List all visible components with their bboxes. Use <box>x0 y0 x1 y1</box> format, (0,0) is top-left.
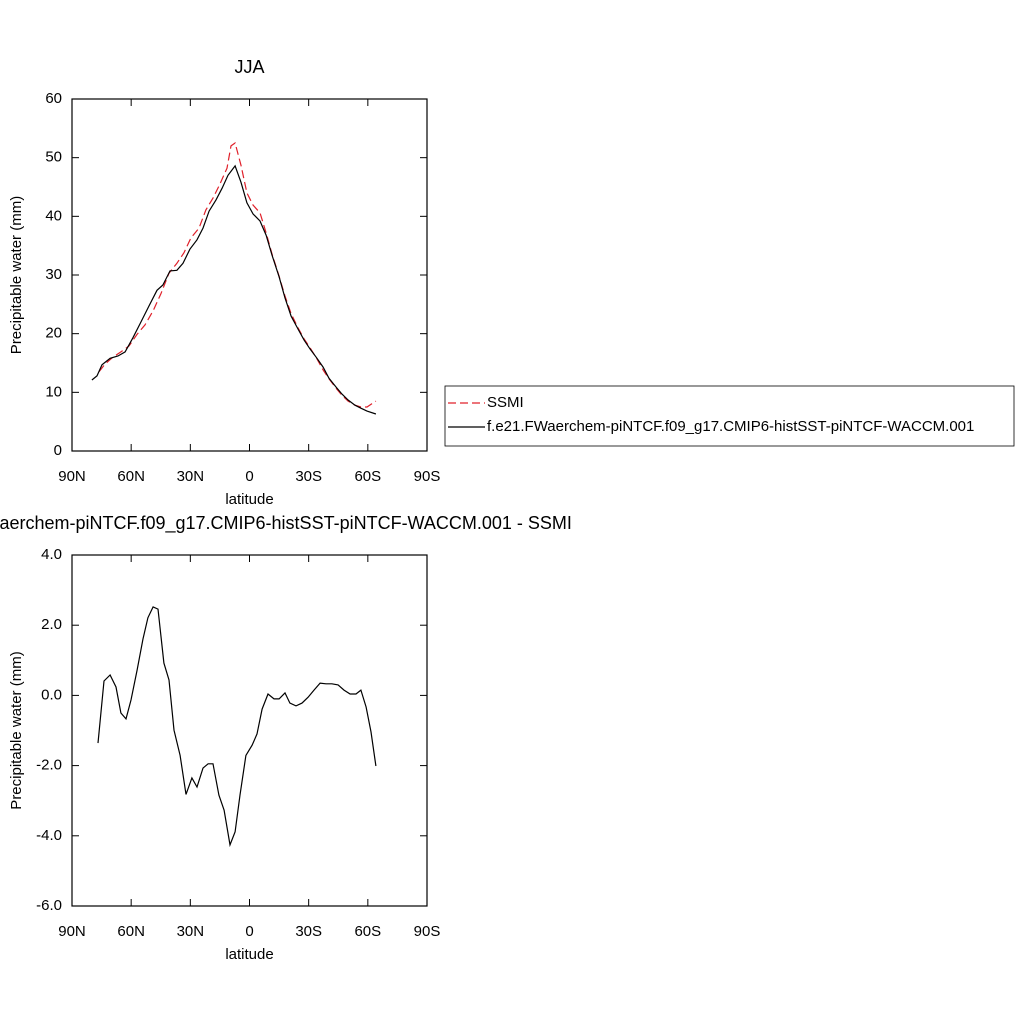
x-tick-label: 0 <box>245 923 253 940</box>
y-tick-label: -2.0 <box>36 757 62 774</box>
y-tick-label: 4.0 <box>41 546 62 563</box>
legend-box <box>444 385 1015 447</box>
legend-label: SSMI <box>487 394 524 411</box>
x-tick-label: 30N <box>177 923 205 940</box>
x-tick-label: 60N <box>117 468 145 485</box>
y-axis-label: Precipitable water (mm) <box>8 651 25 809</box>
y-tick-label: -6.0 <box>36 897 62 914</box>
x-axis-label: latitude <box>225 491 273 508</box>
x-tick-label: 30S <box>295 923 322 940</box>
x-tick-label: 30S <box>295 468 322 485</box>
x-tick-label: 90N <box>58 923 86 940</box>
x-tick-label: 30N <box>177 468 205 485</box>
x-tick-label: 90S <box>414 923 441 940</box>
y-axis-label: Precipitable water (mm) <box>8 196 25 354</box>
x-tick-label: 60S <box>354 923 381 940</box>
legend-label: f.e21.FWaerchem-piNTCF.f09_g17.CMIP6-his… <box>487 418 974 435</box>
y-tick-label: -4.0 <box>36 827 62 844</box>
x-tick-label: 60N <box>117 923 145 940</box>
plot-frame <box>71 554 428 907</box>
y-tick-label: 60 <box>45 90 62 107</box>
x-tick-label: 90S <box>414 468 441 485</box>
y-tick-label: 20 <box>45 325 62 342</box>
data-line <box>91 164 377 415</box>
x-tick-label: 90N <box>58 468 86 485</box>
y-tick-label: 10 <box>45 383 62 400</box>
y-tick-label: 40 <box>45 207 62 224</box>
data-line <box>97 606 377 848</box>
data-line <box>98 142 377 408</box>
chart-title: f.e21.FWaerchem-piNTCF.f09_g17.CMIP6-his… <box>0 513 572 534</box>
x-tick-label: 0 <box>245 468 253 485</box>
x-tick-label: 60S <box>354 468 381 485</box>
x-axis-label: latitude <box>225 946 273 963</box>
chart-title: JJA <box>234 57 264 77</box>
y-tick-label: 2.0 <box>41 616 62 633</box>
y-tick-label: 0 <box>54 442 62 459</box>
y-tick-label: 0.0 <box>41 686 62 703</box>
y-tick-label: 50 <box>45 149 62 166</box>
plot-frame <box>71 98 428 452</box>
y-tick-label: 30 <box>45 266 62 283</box>
